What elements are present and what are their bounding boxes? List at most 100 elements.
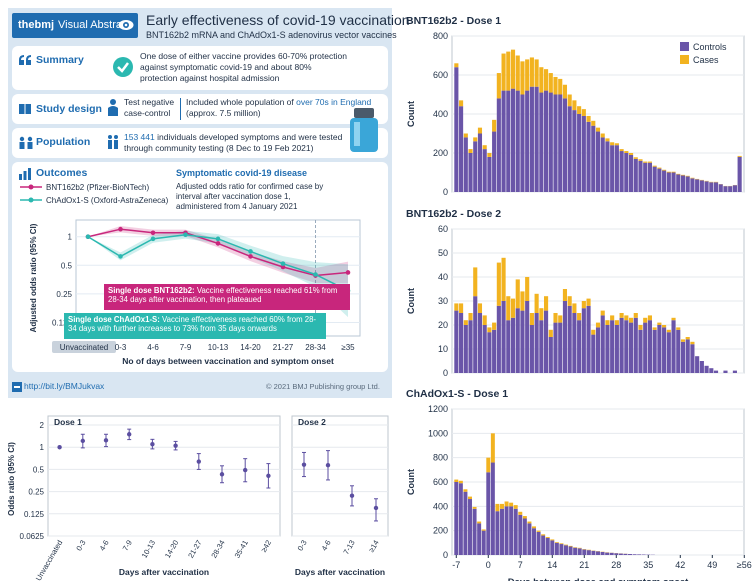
series-point bbox=[248, 254, 253, 259]
brand-the: the bbox=[18, 19, 35, 31]
cases-bar bbox=[662, 169, 667, 171]
controls-bar bbox=[618, 553, 623, 555]
x-tick-label: ≥14 bbox=[367, 539, 381, 554]
cases-bar bbox=[577, 106, 582, 114]
y-tick-label: 0.25 bbox=[56, 290, 72, 299]
y-tick-label: 0 bbox=[443, 550, 448, 560]
forest-panel bbox=[47, 415, 281, 537]
cases-bar bbox=[652, 165, 657, 167]
crowd-icon bbox=[108, 135, 118, 149]
cases-bar bbox=[527, 521, 532, 524]
controls-bar bbox=[554, 542, 559, 555]
x-tick-label: 7 bbox=[518, 560, 523, 570]
y-axis-label: Odds ratio (95% CI) bbox=[7, 442, 16, 516]
forest-title: Dose 1 bbox=[54, 417, 82, 427]
controls-bar bbox=[709, 182, 714, 192]
controls-bar bbox=[567, 106, 572, 192]
cases-bar bbox=[481, 529, 486, 531]
controls-bar bbox=[605, 552, 610, 555]
controls-bar bbox=[586, 550, 591, 555]
y-tick-label: 200 bbox=[433, 148, 448, 158]
controls-bar bbox=[544, 310, 549, 373]
y-tick-label: 200 bbox=[433, 526, 448, 536]
y-tick-label: 10 bbox=[438, 344, 448, 354]
estimate-point bbox=[196, 459, 201, 464]
controls-bar bbox=[487, 156, 492, 192]
controls-bar bbox=[496, 305, 501, 373]
histogram-title: BNT162b2 - Dose 2 bbox=[406, 208, 501, 220]
series-point bbox=[183, 232, 188, 238]
series-point bbox=[215, 236, 221, 242]
cases-bar bbox=[737, 155, 742, 157]
x-tick-label: 21 bbox=[579, 560, 589, 570]
controls-bar bbox=[704, 365, 709, 373]
controls-bar bbox=[695, 179, 700, 192]
cases-bar bbox=[529, 57, 534, 87]
estimate-point bbox=[243, 467, 248, 473]
controls-bar bbox=[586, 121, 591, 192]
cases-bar bbox=[513, 505, 518, 509]
estimate-point bbox=[173, 443, 178, 448]
cases-bar bbox=[666, 329, 671, 333]
x-tick-label: 21-27 bbox=[273, 343, 294, 352]
people-icon bbox=[19, 136, 33, 149]
controls-bar bbox=[628, 322, 634, 373]
bmj-logo: thebmj Visual Abstract bbox=[12, 13, 138, 38]
estimate-point bbox=[266, 473, 271, 478]
cases-bar bbox=[568, 545, 573, 547]
cases-bar bbox=[558, 78, 563, 95]
cases-bar bbox=[685, 337, 690, 340]
controls-bar bbox=[468, 320, 473, 373]
estimate-point bbox=[325, 463, 331, 468]
callout-pink-bold: Single dose BNT162b2: bbox=[108, 286, 195, 295]
controls-bar bbox=[468, 499, 472, 555]
cases-bar bbox=[458, 480, 463, 484]
cases-bar bbox=[553, 76, 558, 95]
cases-bar bbox=[676, 173, 681, 175]
check-icon bbox=[113, 57, 133, 77]
estimate-point bbox=[57, 445, 62, 450]
controls-bar bbox=[458, 483, 463, 555]
book-icon bbox=[19, 104, 31, 114]
callout-teal: Single dose ChAdOx1-S: Vaccine effective… bbox=[64, 313, 326, 339]
controls-bar bbox=[623, 553, 628, 555]
x-tick-label: 4-6 bbox=[320, 539, 333, 553]
controls-bar bbox=[562, 301, 568, 373]
abstract-link[interactable]: http://bit.ly/BMJukvax bbox=[24, 381, 105, 391]
controls-bar bbox=[454, 310, 459, 373]
y-tick-label: 600 bbox=[433, 70, 448, 80]
controls-bar bbox=[577, 548, 582, 555]
cases-bar bbox=[463, 133, 468, 138]
x-tick-label: 42 bbox=[675, 560, 685, 570]
y-tick-label: 1000 bbox=[428, 428, 448, 438]
cases-bar bbox=[473, 137, 478, 142]
cases-bar bbox=[558, 315, 563, 323]
controls-bar bbox=[577, 320, 582, 373]
controls-bar bbox=[709, 368, 714, 373]
legend-pink-marker bbox=[20, 184, 42, 190]
controls-bar bbox=[628, 554, 632, 555]
controls-bar bbox=[624, 153, 629, 192]
controls-bar bbox=[662, 170, 667, 192]
x-tick-label: 7-9 bbox=[121, 539, 134, 553]
cases-bar bbox=[600, 310, 605, 316]
y-tick-label: 400 bbox=[433, 501, 448, 511]
cases-bar bbox=[633, 313, 638, 318]
summary-card bbox=[12, 46, 388, 90]
controls-bar bbox=[652, 166, 657, 192]
controls-bar bbox=[728, 186, 733, 192]
cases-bar bbox=[486, 457, 491, 473]
controls-bar bbox=[463, 137, 468, 192]
x-tick-label: 28 bbox=[611, 560, 621, 570]
controls-bar bbox=[564, 545, 568, 555]
y-tick-label: 0.125 bbox=[52, 318, 73, 327]
cases-bar bbox=[610, 315, 615, 321]
controls-bar bbox=[685, 176, 690, 192]
controls-bar bbox=[633, 158, 638, 192]
controls-bar bbox=[657, 325, 662, 373]
cases-bar bbox=[454, 303, 459, 311]
controls-bar bbox=[680, 175, 686, 192]
cases-bar bbox=[624, 315, 629, 321]
x-axis-label: Days after vaccination bbox=[295, 567, 385, 577]
cases-bar bbox=[690, 341, 695, 345]
